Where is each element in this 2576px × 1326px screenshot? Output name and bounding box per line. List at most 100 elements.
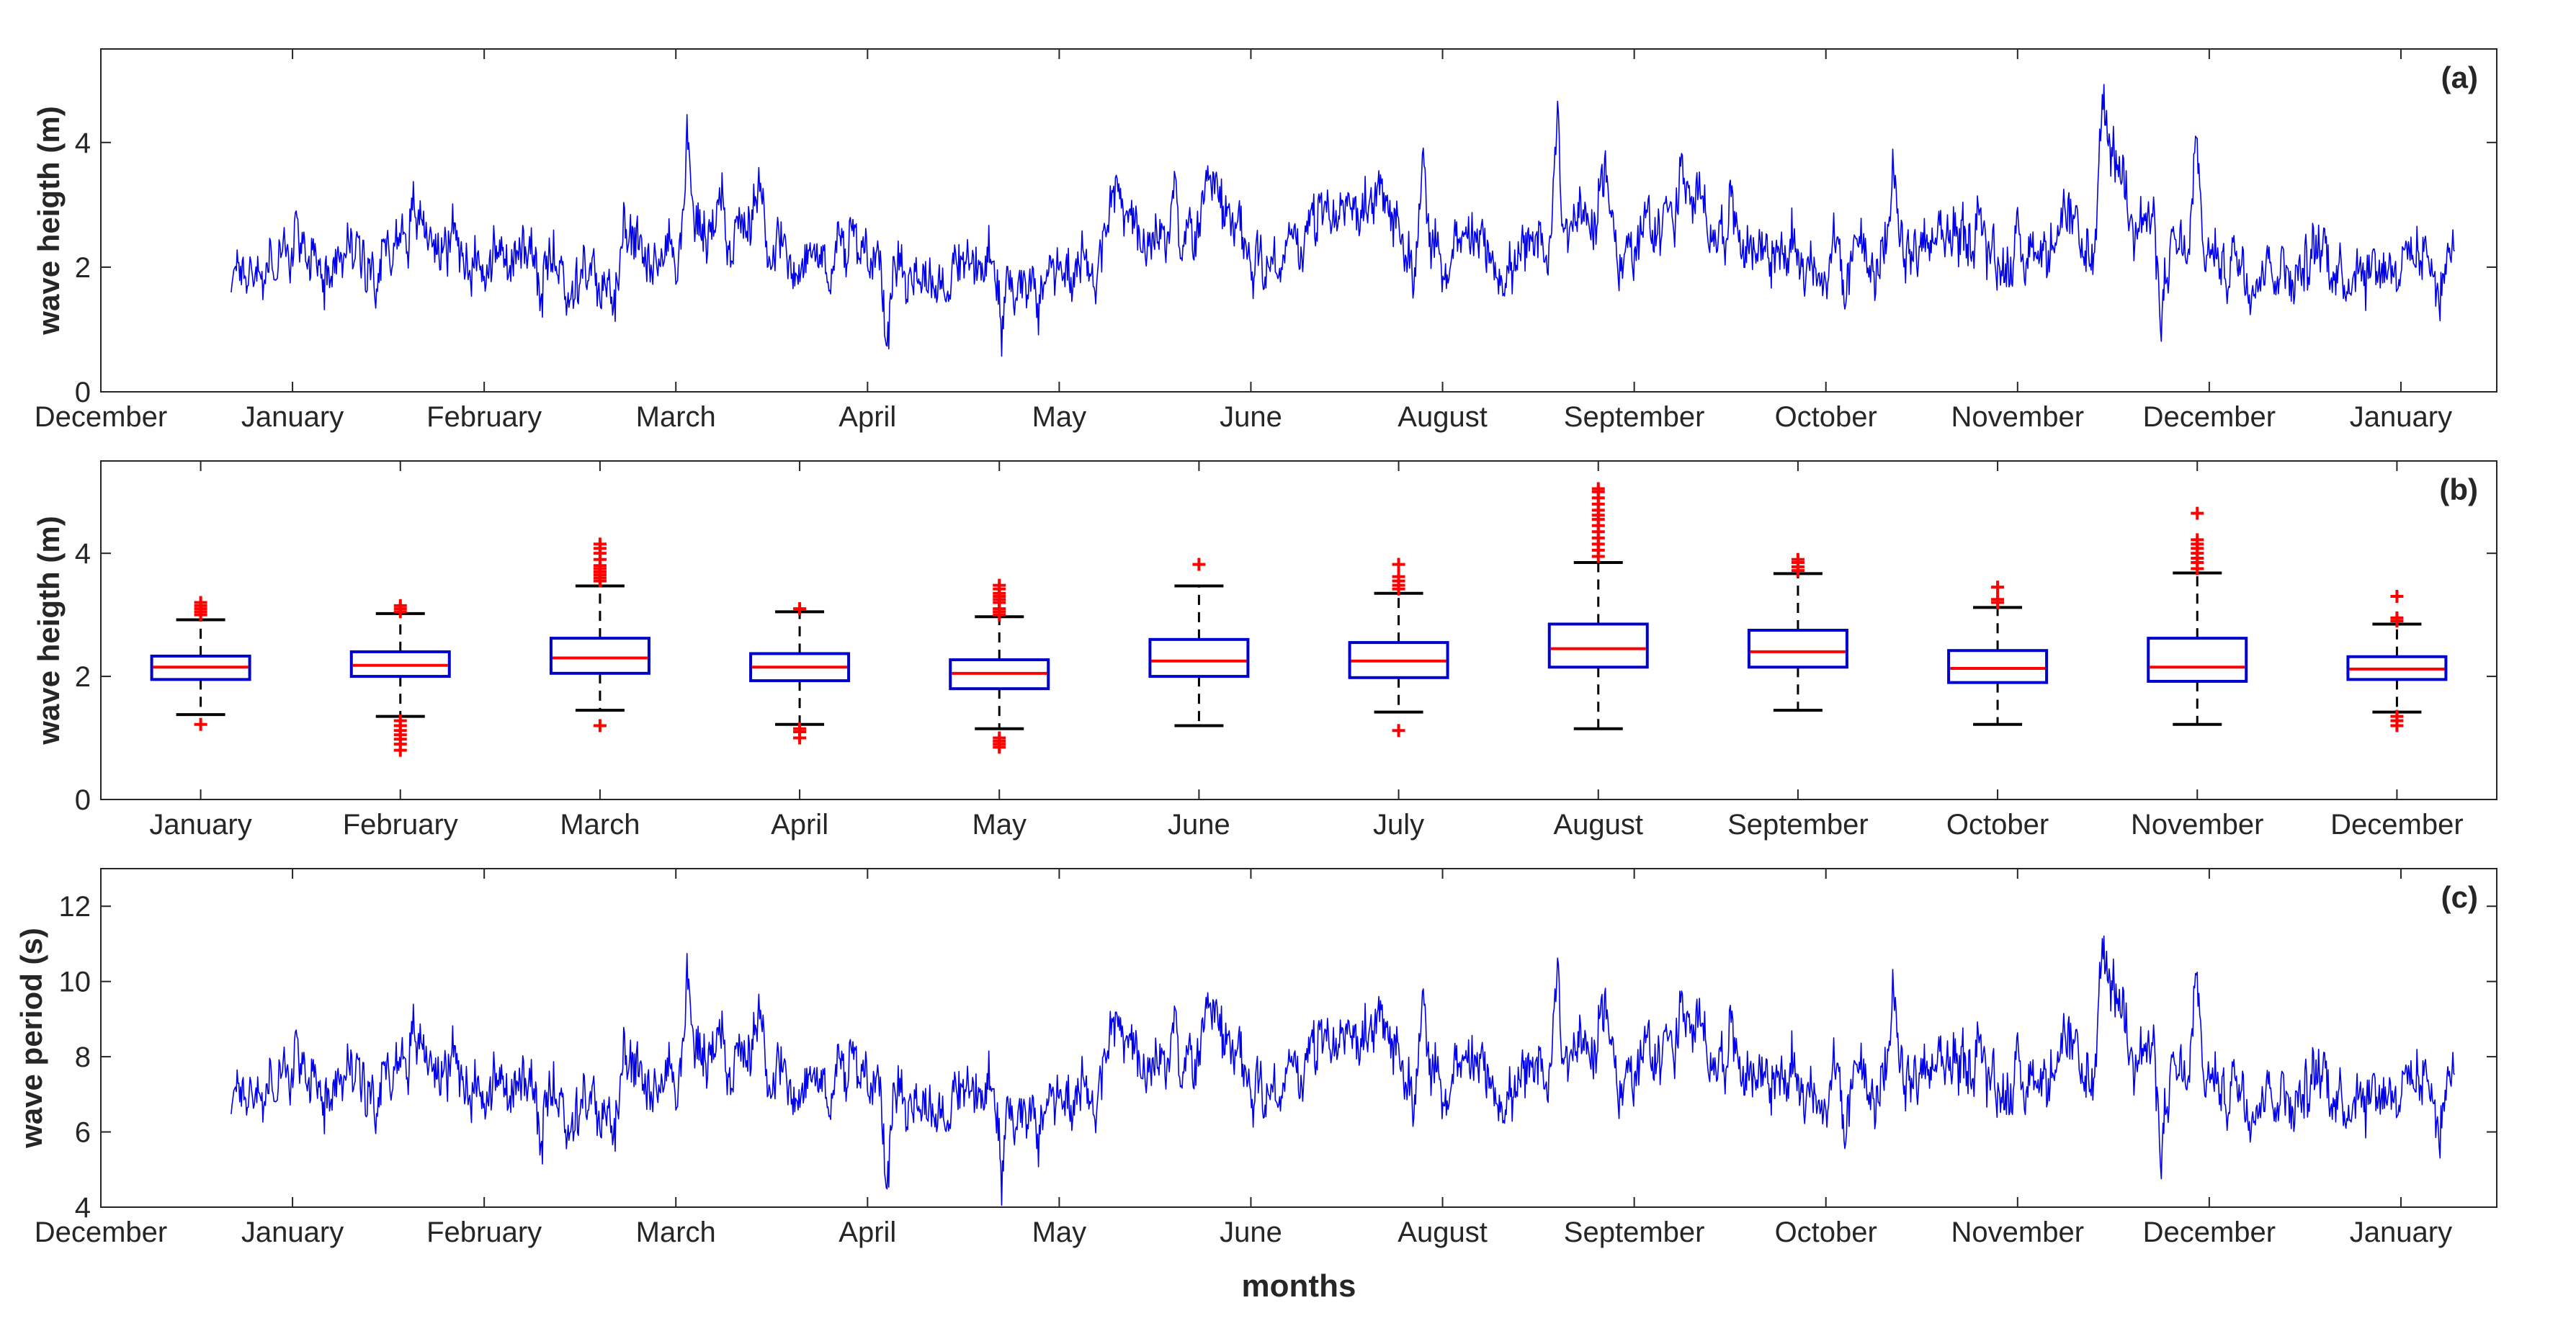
- panel-c-x-tick-label: December: [2143, 1217, 2276, 1248]
- iqr-box: [150, 654, 251, 681]
- panel-b-x-tick-label: October: [1946, 809, 2049, 841]
- outlier-marker: [993, 731, 1006, 745]
- outlier-marker: [2390, 590, 2404, 603]
- panel-b-y-tick-label: 2: [75, 661, 91, 693]
- panel-c-y-ticks: 4 6 8 10 12: [59, 891, 2497, 1224]
- panel-a-x-tick-label: May: [1032, 401, 1087, 433]
- panel-b-y-tick-label: 0: [75, 784, 91, 816]
- panel-a-x-ticks: December January February March April May June…: [35, 49, 2452, 433]
- panel-b-x-tick-label: December: [2330, 809, 2464, 841]
- iqr-box: [1348, 641, 1449, 679]
- iqr-box: [349, 650, 451, 678]
- box-april: [749, 602, 851, 745]
- panel-b-boxes: [150, 482, 2448, 757]
- panel-c-x-tick-label: November: [1951, 1217, 2085, 1248]
- panel-b-y-ticks: 0 2 4: [75, 538, 2497, 816]
- outlier-marker: [2390, 611, 2404, 624]
- iqr-box: [1148, 637, 1250, 678]
- panel-a-x-tick-label: April: [838, 401, 896, 433]
- panel-b-y-tick-label: 4: [75, 538, 91, 570]
- outlier-marker: [1991, 581, 2005, 594]
- box-june: [1148, 557, 1250, 727]
- panel-a-y-tick-label: 0: [75, 377, 91, 408]
- panel-c-y-tick-label: 12: [59, 891, 91, 923]
- panel-b-x-tick-label: February: [343, 809, 458, 841]
- iqr-box: [2147, 637, 2248, 683]
- panel-c-wave-period-timeseries: December January February March April May June…: [14, 868, 2497, 1248]
- panel-b-x-tick-label: September: [1727, 809, 1869, 841]
- outlier-marker: [1791, 552, 1804, 566]
- panel-b-plot-area: [100, 460, 2497, 800]
- panel-a-x-tick-label: December: [35, 401, 168, 433]
- panel-b-x-tick-label: July: [1373, 809, 1424, 841]
- iqr-box: [549, 637, 650, 675]
- panel-c-x-tick-label: January: [2350, 1217, 2452, 1248]
- panel-b-x-tick-label: March: [560, 809, 640, 841]
- panel-c-y-tick-label: 8: [75, 1041, 91, 1073]
- panel-b-y-axis-label: wave heigth (m): [32, 516, 66, 745]
- panel-a-wave-height-series: [231, 84, 2456, 357]
- panel-a-y-axis-label: wave heigth (m): [32, 106, 66, 335]
- panel-c-x-tick-label: October: [1775, 1217, 1877, 1248]
- outlier-marker: [2191, 506, 2204, 520]
- box-october: [1947, 581, 2049, 726]
- panel-c-x-tick-label: May: [1032, 1217, 1087, 1248]
- panel-b-x-tick-label: June: [1168, 809, 1230, 841]
- box-september: [1747, 552, 1848, 712]
- outlier-marker: [393, 714, 407, 727]
- panel-a-y-tick-label: 4: [75, 127, 91, 159]
- outlier-marker: [1991, 593, 2005, 606]
- iqr-box: [1747, 629, 1848, 669]
- panel-b-tag: (b): [2439, 472, 2478, 506]
- panel-a-wave-height-timeseries: December January February March April May June…: [32, 48, 2497, 433]
- panel-c-y-tick-label: 10: [59, 967, 91, 998]
- box-january: [150, 596, 251, 731]
- panel-a-x-tick-label: November: [1951, 401, 2085, 433]
- panel-c-x-tick-label: August: [1397, 1217, 1488, 1248]
- panel-a-x-tick-label: January: [2350, 401, 2452, 433]
- panel-b-monthly-boxplots: January February March April May June July Augu…: [32, 460, 2497, 841]
- panel-a-x-tick-label: June: [1220, 401, 1282, 433]
- panel-c-y-tick-label: 6: [75, 1117, 91, 1149]
- outlier-marker: [793, 602, 807, 616]
- panel-a-x-tick-label: March: [636, 401, 716, 433]
- panel-b-x-tick-label: August: [1553, 809, 1643, 841]
- panel-b-x-ticks: January February March April May June July Augu…: [149, 461, 2464, 841]
- panel-b-x-tick-label: November: [2131, 809, 2264, 841]
- outlier-marker: [993, 578, 1006, 592]
- outlier-marker: [393, 599, 407, 612]
- outlier-marker: [1392, 724, 1405, 738]
- iqr-box: [1547, 622, 1649, 669]
- panel-c-x-tick-label: June: [1220, 1217, 1282, 1248]
- x-axis-label: months: [1242, 1268, 1356, 1304]
- panel-b-x-tick-label: April: [771, 809, 828, 841]
- iqr-box: [949, 658, 1050, 691]
- iqr-box: [2346, 655, 2448, 681]
- outlier-marker: [2390, 709, 2404, 723]
- panel-a-tag: (a): [2441, 61, 2478, 94]
- panel-c-x-tick-label: March: [636, 1217, 716, 1248]
- box-february: [349, 599, 451, 757]
- box-july: [1348, 557, 1449, 738]
- panel-a-x-tick-label: January: [241, 401, 344, 433]
- panel-c-x-tick-label: September: [1564, 1217, 1705, 1248]
- outlier-marker: [593, 537, 607, 551]
- iqr-box: [749, 652, 851, 683]
- panel-c-x-tick-label: April: [838, 1217, 896, 1248]
- panel-a-y-tick-label: 2: [75, 252, 91, 284]
- outlier-marker: [1392, 557, 1405, 571]
- outlier-marker: [793, 722, 807, 735]
- iqr-box: [1947, 649, 2049, 684]
- panel-b-x-tick-label: January: [149, 809, 251, 841]
- panel-c-tag: (c): [2441, 880, 2478, 914]
- outlier-marker: [1192, 557, 1206, 571]
- panel-c-x-tick-label: February: [426, 1217, 542, 1248]
- panel-c-x-ticks: December January February March April May June…: [35, 869, 2452, 1248]
- panel-a-x-tick-label: October: [1775, 401, 1877, 433]
- outlier-marker: [1591, 482, 1605, 496]
- panel-a-y-ticks: 0 2 4: [75, 127, 2497, 408]
- outlier-marker: [194, 596, 207, 609]
- panel-a-x-tick-label: September: [1564, 401, 1705, 433]
- panel-a-x-tick-label: August: [1397, 401, 1488, 433]
